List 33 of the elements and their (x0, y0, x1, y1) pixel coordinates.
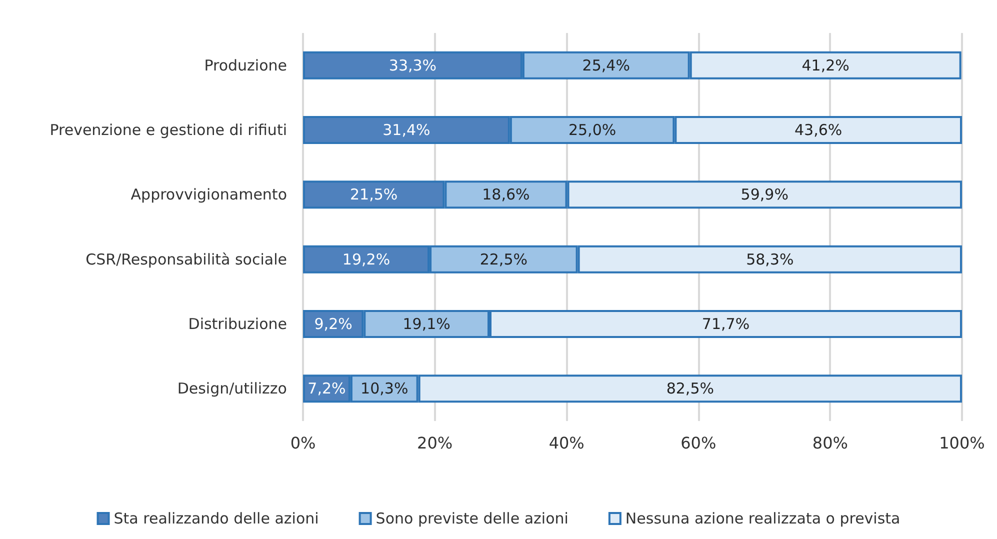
x-tick-label: 60% (680, 434, 716, 452)
x-tick-label: 40% (548, 434, 584, 452)
y-tick-label: Approvvigionamento (130, 186, 287, 204)
x-tick-label: 20% (417, 434, 453, 452)
legend-label: Sono previste delle azioni (376, 510, 568, 528)
data-label: 71,7% (702, 315, 750, 333)
data-label: 9,2% (314, 315, 352, 333)
x-tick-label: 80% (812, 434, 848, 452)
data-label: 59,9% (740, 186, 788, 204)
x-tick-label: 100% (939, 434, 985, 452)
data-label: 21,5% (350, 186, 398, 204)
legend-label: Nessuna azione realizzata o prevista (625, 510, 900, 528)
data-label: 43,6% (794, 121, 842, 139)
data-label: 58,3% (746, 250, 794, 268)
data-label: 25,4% (582, 56, 630, 74)
data-label: 18,6% (482, 186, 530, 204)
y-tick-label: CSR/Responsabilità sociale (86, 250, 287, 268)
data-label: 19,1% (402, 315, 450, 333)
data-label: 41,2% (802, 56, 850, 74)
data-label: 19,2% (342, 250, 390, 268)
data-label: 7,2% (308, 380, 346, 398)
data-label: 10,3% (360, 380, 408, 398)
data-label: 31,4% (382, 121, 430, 139)
data-label: 33,3% (388, 56, 437, 74)
data-label: 22,5% (480, 250, 528, 268)
y-tick-label: Design/utilizzo (177, 380, 287, 398)
legend-label: Sta realizzando delle azioni (114, 510, 319, 528)
y-tick-label: Prevenzione e gestione di rifiuti (50, 121, 287, 139)
data-label: 82,5% (666, 380, 714, 398)
y-tick-label: Distribuzione (188, 315, 287, 333)
x-tick-label: 0% (290, 434, 316, 452)
data-label: 25,0% (568, 121, 616, 139)
y-tick-label: Produzione (204, 56, 287, 74)
